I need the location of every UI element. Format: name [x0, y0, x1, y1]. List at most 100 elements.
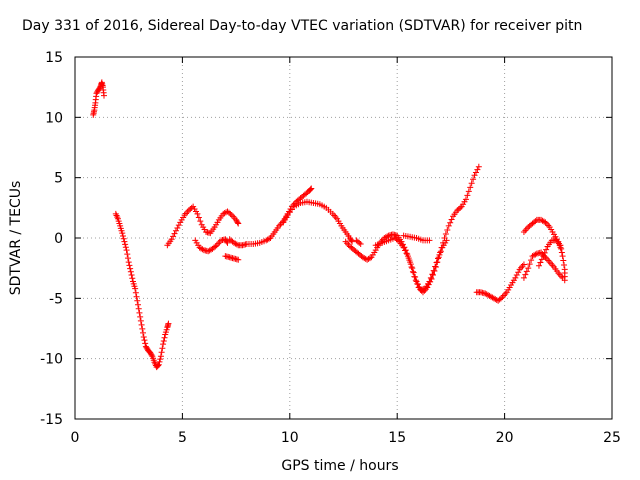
data-point: [523, 268, 530, 275]
data-point: [537, 259, 544, 266]
y-tick-label: -5: [49, 291, 63, 307]
y-tick-label: 10: [45, 110, 63, 126]
series-arc4: [192, 236, 231, 255]
data-point: [127, 268, 134, 275]
data-point: [436, 251, 443, 258]
data-point: [122, 241, 129, 248]
data-point: [475, 163, 482, 170]
data-point: [234, 219, 241, 226]
data-point: [513, 272, 520, 279]
data-point: [137, 313, 144, 320]
data-point: [464, 192, 471, 199]
data-point: [467, 184, 474, 191]
x-tick-label: 20: [496, 430, 514, 446]
data-point: [168, 236, 175, 243]
data-point: [165, 320, 172, 327]
data-points: [90, 79, 568, 371]
data-point: [194, 210, 201, 217]
data-point: [124, 251, 131, 258]
data-point: [445, 222, 452, 229]
data-point: [224, 239, 231, 246]
data-point: [121, 238, 128, 245]
data-point: [137, 317, 144, 324]
series-arc1: [90, 79, 107, 118]
data-point: [235, 256, 242, 263]
series-arc14: [520, 216, 564, 251]
data-point: [132, 289, 139, 296]
data-point: [472, 169, 479, 176]
data-point: [127, 265, 134, 272]
data-point: [448, 216, 455, 223]
data-point: [406, 257, 413, 264]
data-point: [157, 356, 164, 363]
data-point: [468, 180, 475, 187]
data-point: [457, 204, 464, 211]
data-point: [538, 256, 545, 263]
data-point: [124, 255, 131, 262]
data-point: [444, 226, 451, 233]
series-arc10: [372, 235, 450, 293]
data-point: [433, 259, 440, 266]
data-point: [414, 281, 421, 288]
data-point: [400, 244, 407, 251]
data-point: [160, 341, 167, 348]
data-point: [435, 255, 442, 262]
x-tick-label: 25: [603, 430, 621, 446]
data-point: [437, 248, 444, 255]
data-point: [133, 293, 140, 300]
data-point: [412, 274, 419, 281]
data-point: [407, 261, 414, 268]
x-tick-label: 10: [281, 430, 299, 446]
data-point: [212, 243, 219, 250]
data-point: [409, 265, 416, 272]
y-axis-label: SDTVAR / TECUs: [8, 181, 24, 296]
data-point: [532, 218, 539, 225]
data-point: [402, 247, 409, 254]
data-point: [139, 325, 146, 332]
data-point: [526, 261, 533, 268]
data-point: [528, 257, 535, 264]
data-point: [170, 233, 177, 240]
data-point: [148, 352, 155, 359]
data-point: [308, 185, 315, 192]
data-point: [188, 204, 195, 211]
data-point: [561, 261, 568, 268]
data-point: [120, 235, 127, 242]
data-point: [443, 237, 450, 244]
data-point: [557, 242, 564, 249]
data-point: [158, 349, 165, 356]
y-tick-label: -10: [40, 352, 63, 368]
data-point: [429, 271, 436, 278]
data-point: [535, 262, 542, 269]
data-point: [384, 233, 391, 240]
series-arc2: [112, 210, 172, 371]
data-point: [432, 263, 439, 270]
data-point: [408, 263, 415, 270]
data-point: [442, 230, 449, 237]
data-point: [404, 253, 411, 260]
data-point: [125, 259, 132, 266]
data-point: [197, 218, 204, 225]
data-point: [174, 224, 181, 231]
series-arc15: [535, 237, 568, 284]
series-arc8: [342, 163, 482, 296]
data-point: [522, 271, 529, 278]
data-point: [470, 176, 477, 183]
data-point: [430, 267, 437, 274]
data-point: [543, 246, 550, 253]
data-point: [520, 274, 527, 281]
data-point: [515, 269, 522, 276]
series-arc7: [280, 198, 356, 245]
data-point: [132, 285, 139, 292]
data-point: [140, 329, 147, 336]
data-point: [427, 274, 434, 281]
data-point: [233, 241, 240, 248]
x-tick-label: 5: [178, 430, 187, 446]
y-tick-label: 0: [54, 231, 63, 247]
data-point: [560, 257, 567, 264]
y-tick-label: -15: [40, 412, 63, 428]
series-arc6: [226, 185, 315, 249]
data-point: [512, 274, 519, 281]
data-point: [474, 166, 481, 173]
